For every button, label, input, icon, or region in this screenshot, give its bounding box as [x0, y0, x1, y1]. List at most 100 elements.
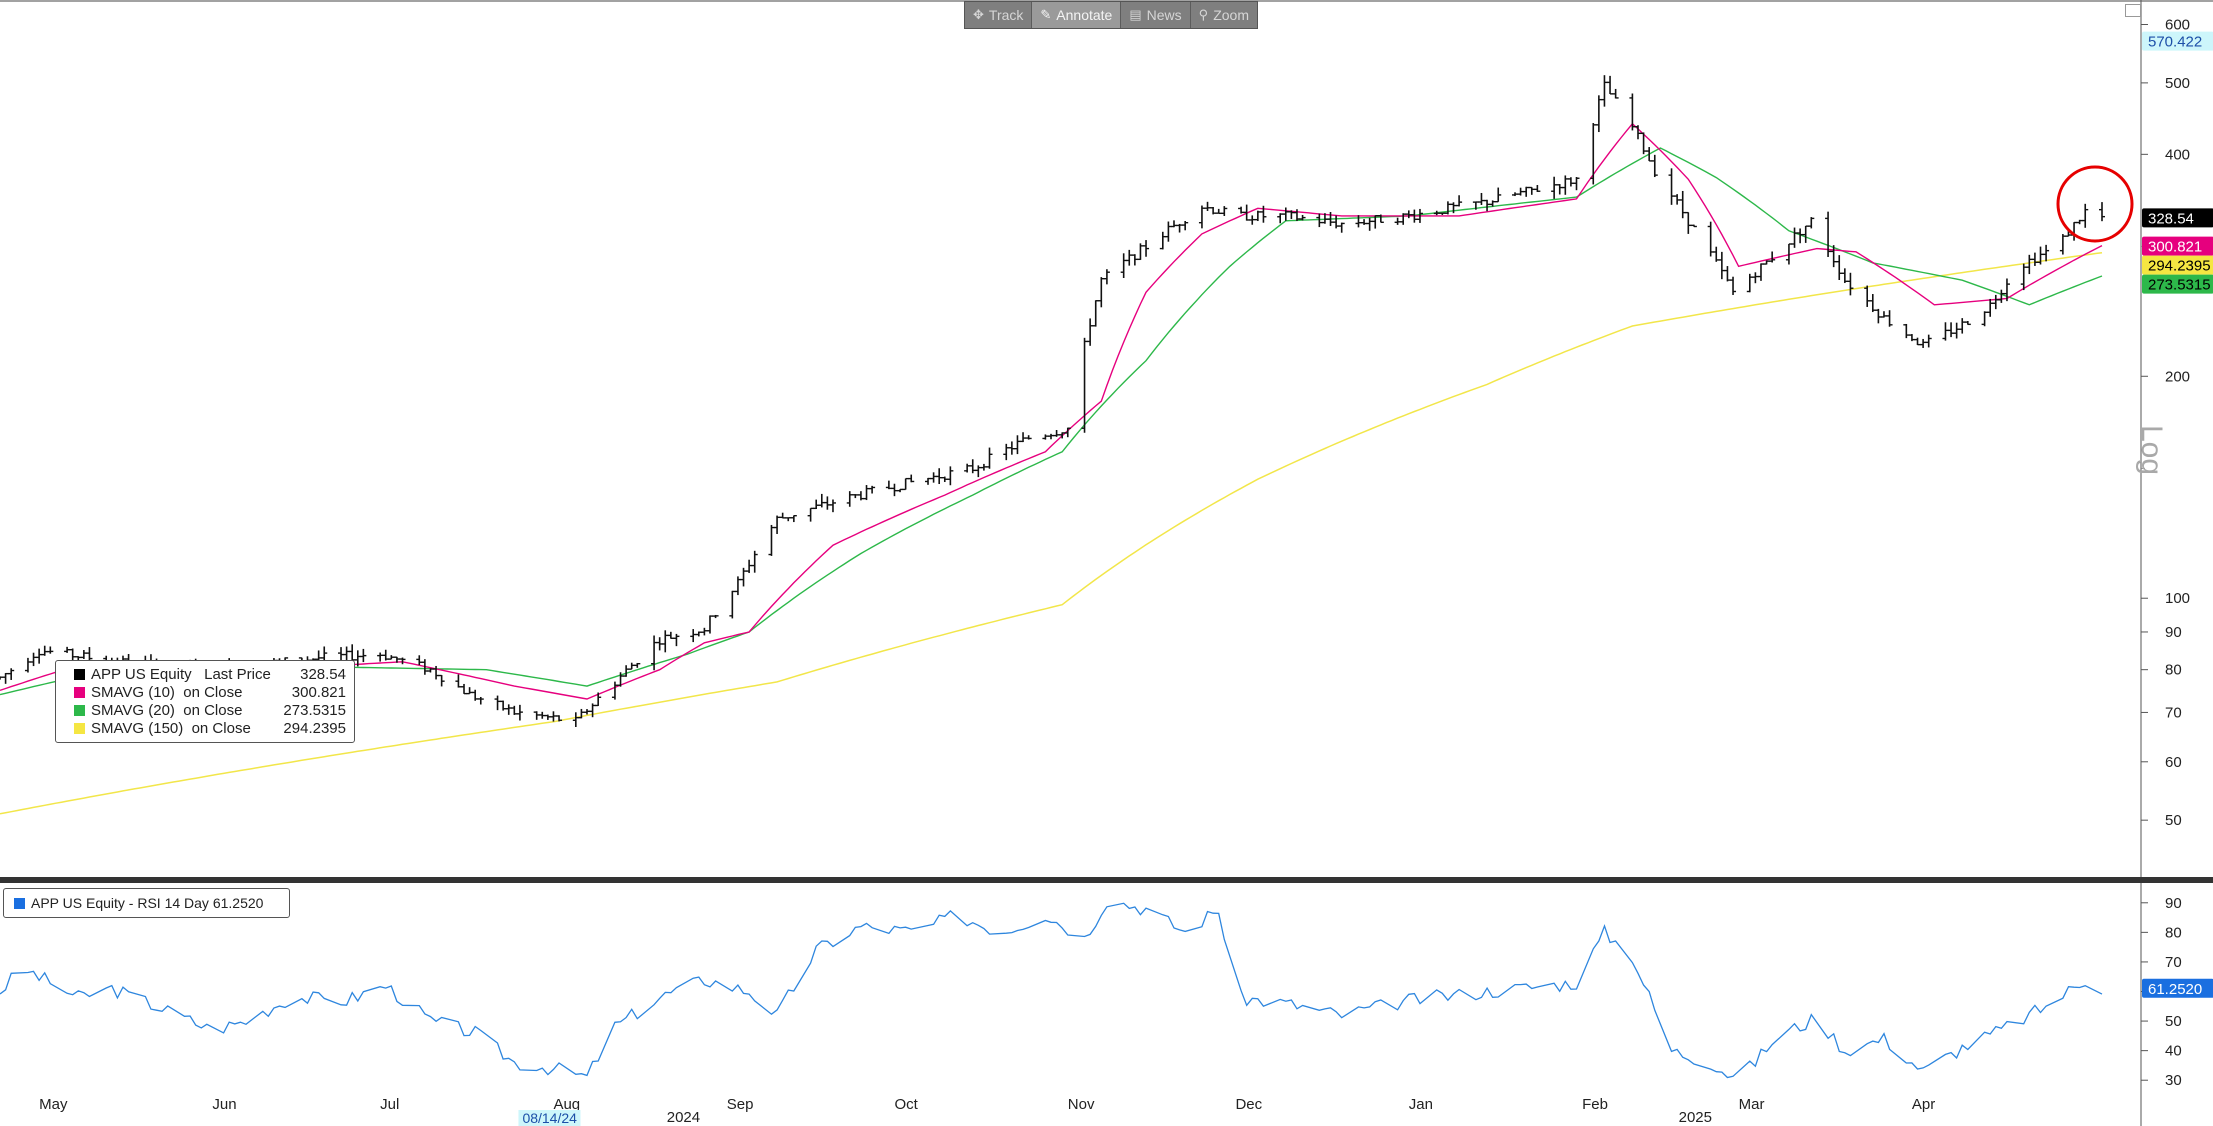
pencil-icon: ✎ — [1040, 7, 1052, 22]
ohlc-bar — [1987, 298, 1994, 317]
rsi-y-tick-label: 40 — [2165, 1043, 2182, 1060]
x-tick-label: Mar — [1739, 1096, 1765, 1113]
ohlc-bar — [947, 466, 954, 486]
ohlc-bar — [2, 672, 9, 684]
x-tick-label: Dec — [1235, 1096, 1262, 1113]
ohlc-bar — [36, 648, 43, 664]
ohlc-bar — [1159, 231, 1166, 250]
ohlc-bar — [1484, 199, 1491, 212]
ohlc-bar — [1411, 209, 1418, 223]
ohlc-bar — [1601, 75, 1608, 107]
ohlc-bar — [1327, 211, 1334, 226]
date-marker-label: 08/14/24 — [522, 1110, 577, 1126]
ohlc-bar — [1752, 272, 1759, 284]
ohlc-bar — [897, 488, 904, 493]
rsi-legend[interactable]: APP US Equity - RSI 14 Day 61.2520 — [3, 888, 290, 918]
y-tick-label: 70 — [2165, 704, 2182, 721]
ohlc-bar — [969, 459, 976, 474]
ohlc-bar — [1746, 273, 1753, 293]
ohlc-bar — [2099, 202, 2105, 222]
news-button[interactable]: ▤ News — [1121, 2, 1191, 28]
ohlc-bar — [807, 507, 814, 522]
rsi-y-tick-label: 70 — [2165, 954, 2182, 971]
ohlc-bar — [1293, 209, 1300, 221]
ohlc-bar — [1444, 201, 1451, 215]
ohlc-bar — [656, 637, 663, 651]
ohlc-bar — [1182, 220, 1189, 231]
ohlc-bar — [1472, 201, 1479, 210]
y-tick-label: 200 — [2165, 368, 2190, 385]
ohlc-bar — [399, 657, 406, 665]
annotation-circle — [2056, 165, 2134, 243]
ohlc-bar — [416, 655, 423, 665]
ohlc-bar — [846, 491, 853, 507]
ohlc-bar — [1679, 190, 1686, 219]
ohlc-bar — [1008, 441, 1015, 455]
ohlc-bar — [690, 629, 697, 643]
ohlc-bar — [1405, 210, 1412, 219]
ohlc-bar — [634, 662, 641, 668]
ohlc-bar — [421, 659, 428, 675]
ohlc-bar — [494, 695, 501, 711]
ohlc-bar — [975, 465, 982, 478]
ohlc-bar — [477, 696, 484, 705]
x-tick-label: May — [39, 1096, 68, 1113]
legend-swatch-sma20 — [74, 704, 85, 716]
ohlc-bar — [1416, 208, 1423, 223]
ohlc-bar — [1260, 205, 1267, 223]
ohlc-bar — [1025, 435, 1032, 440]
ohlc-bar — [1998, 289, 2005, 303]
ohlc-bar — [1282, 207, 1289, 221]
crosshair-icon: ✥ — [973, 7, 984, 22]
y-tick-label: 500 — [2165, 75, 2190, 92]
ohlc-bar — [1059, 432, 1066, 439]
annotate-button[interactable]: ✎ Annotate — [1032, 2, 1122, 28]
ohlc-bar — [936, 468, 943, 485]
ohlc-bar — [505, 704, 512, 715]
legend-row-price: APP US Equity Last Price 328.54 — [56, 665, 354, 683]
ohlc-bar — [1707, 221, 1714, 257]
ohlc-bar — [1724, 266, 1731, 282]
price-label-text: 294.2395 — [2148, 258, 2211, 275]
ohlc-bar — [1120, 253, 1127, 279]
ohlc-bar — [24, 657, 31, 673]
ohlc-bar — [1847, 272, 1854, 296]
ohlc-bar — [701, 627, 708, 636]
ohlc-bar — [1808, 217, 1815, 229]
panel-separator — [0, 877, 2213, 883]
ohlc-bar — [712, 614, 719, 619]
x-tick-label: Jul — [380, 1096, 399, 1113]
ohlc-bar — [1131, 254, 1138, 266]
ohlc-bar — [1333, 215, 1340, 229]
ohlc-bar — [455, 674, 462, 688]
ohlc-bar — [1836, 255, 1843, 281]
ohlc-bar — [550, 711, 557, 722]
panel-menu-icon[interactable] — [2125, 4, 2141, 17]
legend-swatch-sma150 — [74, 722, 85, 734]
ohlc-bar — [2020, 263, 2027, 291]
ohlc-bar — [1338, 222, 1345, 233]
ohlc-bar — [1528, 186, 1535, 195]
ohlc-bar — [628, 662, 635, 670]
ohlc-bar — [1249, 215, 1256, 225]
ohlc-bar — [1651, 154, 1658, 178]
ohlc-bar — [1886, 310, 1893, 327]
ohlc-bar — [863, 485, 870, 501]
y-tick-label: 50 — [2165, 812, 2182, 829]
rsi-y-tick-label: 30 — [2165, 1072, 2182, 1089]
ohlc-bar — [511, 705, 518, 715]
ohlc-bar — [438, 674, 445, 687]
zoom-button[interactable]: ⚲ Zoom — [1198, 7, 1249, 23]
news-icon: ▤ — [1129, 7, 1142, 22]
legend-row-sma150: SMAVG (150) on Close 294.2395 — [56, 719, 354, 737]
legend-value: 273.5315 — [283, 701, 346, 719]
ohlc-bar — [1674, 194, 1681, 205]
ohlc-bar — [1517, 187, 1524, 196]
ohlc-bar — [1092, 300, 1099, 327]
ohlc-bar — [930, 472, 937, 483]
price-label-box — [2142, 255, 2213, 275]
ohlc-bar — [80, 649, 87, 659]
price-legend[interactable]: APP US Equity Last Price 328.54 SMAVG (1… — [55, 660, 355, 743]
track-button[interactable]: ✥ Track — [965, 2, 1033, 28]
ohlc-bar — [1042, 434, 1049, 440]
